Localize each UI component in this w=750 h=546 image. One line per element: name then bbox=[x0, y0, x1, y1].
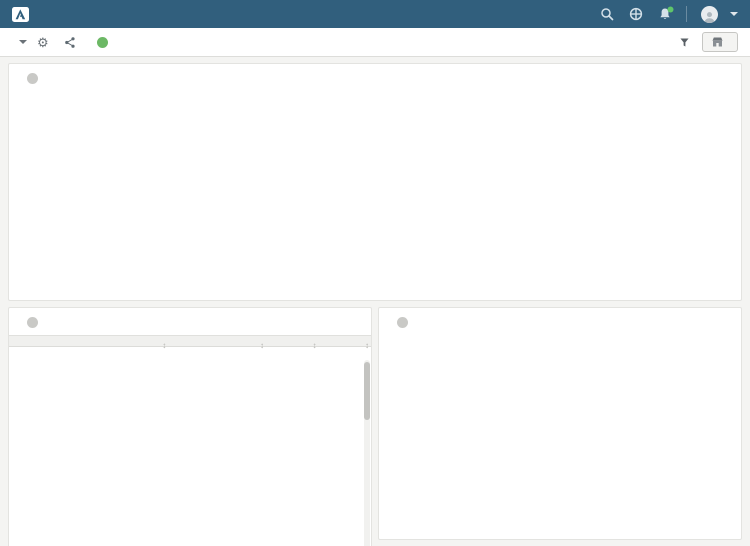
adobe-logo-icon[interactable] bbox=[12, 6, 29, 22]
account-menu[interactable] bbox=[701, 5, 738, 23]
table-scrollbar bbox=[364, 360, 370, 546]
sort-icon: ↕ bbox=[260, 341, 264, 350]
sort-icon: ↕ bbox=[162, 341, 167, 350]
add-report-button[interactable] bbox=[96, 36, 112, 48]
notifications-bell-icon[interactable] bbox=[657, 6, 674, 22]
share-icon bbox=[64, 36, 75, 48]
sales-table-card: ↕ ↕ ↕ ↕ bbox=[8, 307, 372, 546]
search-icon[interactable] bbox=[599, 7, 614, 22]
sales-line-chart[interactable] bbox=[9, 86, 741, 264]
column-header-new-customers[interactable]: ↕ bbox=[266, 336, 318, 350]
filter-dashboard-label bbox=[680, 37, 694, 47]
column-header-revenue[interactable]: ↕ bbox=[168, 336, 266, 350]
plus-icon bbox=[96, 36, 108, 48]
coupons-chart-legend bbox=[379, 330, 741, 338]
top-navbar bbox=[0, 0, 750, 28]
info-icon[interactable] bbox=[27, 317, 38, 328]
dashboard-toolbar: ⚙ bbox=[0, 28, 750, 57]
store-icon bbox=[712, 37, 723, 47]
sort-icon: ↕ bbox=[364, 341, 369, 350]
coupons-bar-chart[interactable] bbox=[379, 338, 739, 518]
coupons-report-card bbox=[378, 307, 742, 540]
table-header-row: ↕ ↕ ↕ ↕ bbox=[9, 335, 371, 350]
sales-report-card bbox=[8, 63, 742, 301]
dashboard-chevron-down-icon[interactable] bbox=[19, 40, 27, 44]
globe-icon[interactable] bbox=[628, 7, 643, 22]
avatar bbox=[701, 5, 718, 23]
navbar-divider bbox=[686, 6, 687, 22]
column-header-new-customer-revenue[interactable]: ↕ bbox=[318, 336, 370, 350]
chevron-down-icon bbox=[730, 12, 738, 16]
sales-data-table: ↕ ↕ ↕ ↕ bbox=[9, 335, 371, 350]
filter-funnel-icon bbox=[680, 37, 689, 47]
table-scrollbar-thumb[interactable] bbox=[364, 362, 370, 420]
sharing-button[interactable] bbox=[64, 36, 79, 48]
all-stores-button[interactable] bbox=[702, 32, 738, 52]
column-header-date[interactable]: ↕ bbox=[9, 336, 168, 350]
info-icon[interactable] bbox=[27, 73, 38, 84]
info-icon[interactable] bbox=[397, 317, 408, 328]
sort-icon: ↕ bbox=[312, 341, 317, 350]
gear-icon[interactable]: ⚙ bbox=[37, 34, 49, 50]
notification-dot bbox=[667, 6, 674, 12]
